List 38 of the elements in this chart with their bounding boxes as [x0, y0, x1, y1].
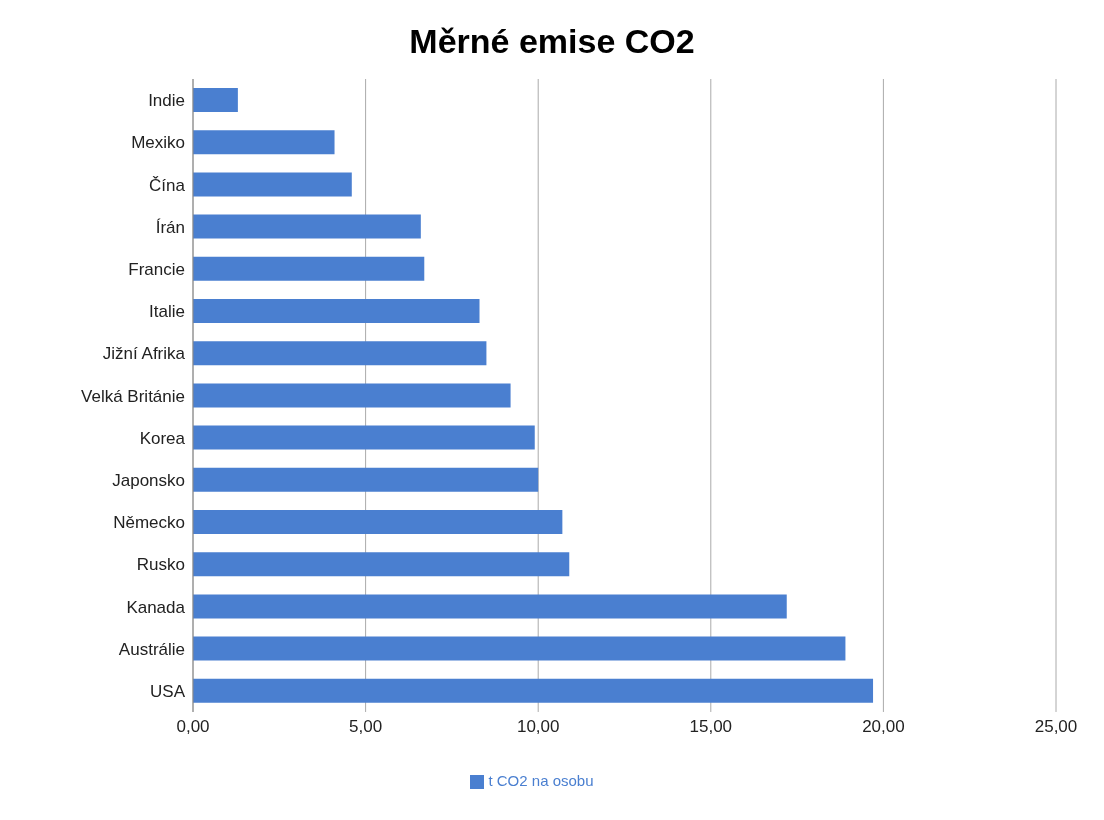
y-tick-label: USA: [150, 681, 186, 701]
bar: [193, 298, 480, 323]
bar: [193, 594, 787, 619]
bar: [193, 383, 511, 408]
y-tick-label: Čína: [149, 175, 186, 195]
bar: [193, 636, 846, 661]
x-tick-label: 5,00: [349, 717, 383, 737]
bar: [193, 425, 535, 450]
bar: [193, 130, 335, 155]
bar: [193, 172, 352, 197]
bar: [193, 509, 563, 534]
bar: [193, 256, 425, 281]
y-tick-label: Francie: [128, 259, 185, 279]
bar: [193, 341, 487, 366]
y-tick-label: Mexiko: [131, 133, 185, 153]
y-tick-label: Německo: [113, 513, 185, 533]
y-tick-label: Indie: [148, 91, 185, 111]
y-tick-label: Velká Británie: [81, 386, 185, 406]
y-tick-label: Japonsko: [112, 470, 185, 490]
y-tick-label: Jižní Afrika: [102, 344, 186, 364]
bar: [193, 88, 238, 112]
bar: [193, 467, 539, 492]
bar: [193, 214, 421, 239]
x-tick-label: 20,00: [862, 717, 905, 737]
legend-label: t CO2 na osobu: [488, 771, 594, 789]
bar: [193, 678, 874, 703]
bar: [193, 552, 570, 577]
y-tick-label: Rusko: [136, 555, 185, 575]
x-tick-label: 10,00: [516, 717, 560, 737]
y-tick-label: Írán: [155, 217, 185, 237]
y-tick-label: Austrálie: [118, 639, 185, 659]
x-tick-label: 0,00: [176, 717, 210, 737]
y-tick-label: Korea: [139, 428, 186, 448]
x-tick-label: 25,00: [1034, 717, 1078, 737]
x-tick-label: 15,00: [689, 717, 733, 737]
y-tick-label: Italie: [149, 302, 185, 322]
chart-title: Měrné emise CO2: [408, 21, 696, 62]
y-tick-label: Kanada: [126, 597, 186, 617]
